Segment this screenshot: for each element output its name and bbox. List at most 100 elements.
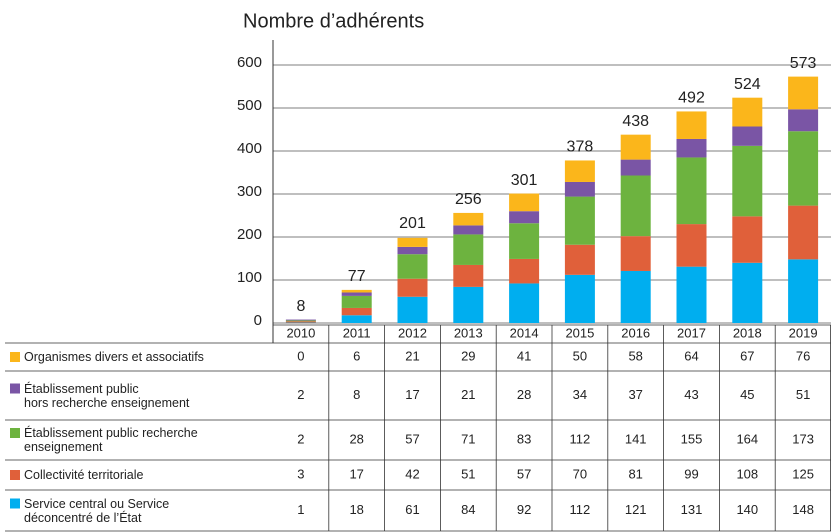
bar-segment [564,181,595,197]
legend-swatch [10,428,20,438]
table-value: 125 [792,466,814,481]
table-value: 29 [461,348,475,363]
legend-swatch [10,352,20,362]
table-value: 42 [405,466,419,481]
legend-label: Établissement public recherche enseignem… [24,426,198,454]
table-value: 83 [517,431,531,446]
table-value: 17 [349,466,363,481]
total-label: 256 [455,191,482,208]
bar-segment [397,278,428,297]
table-value: 58 [628,348,642,363]
y-tick-label: 600 [237,54,262,71]
table-value: 18 [349,502,363,517]
bar-segment [676,111,707,139]
table-value: 34 [573,387,587,402]
bar-segment [620,270,651,323]
bar-segment [564,244,595,275]
x-tick-label: 2013 [454,325,483,340]
legend-swatch [10,470,20,480]
table-value: 112 [570,502,591,517]
x-tick-label: 2014 [510,325,539,340]
bar-segment [453,212,484,226]
table-value: 108 [736,466,758,481]
table-value: 45 [740,387,754,402]
x-tick-label: 2017 [677,325,706,340]
x-tick-label: 2010 [286,325,315,340]
table-value: 17 [405,387,419,402]
total-label: 438 [622,113,649,130]
bar-segment [788,205,819,260]
total-label: 378 [567,139,594,156]
table-value: 148 [792,502,814,517]
bar-segment [397,237,428,247]
table-value: 37 [628,387,642,402]
table-value: 92 [517,502,531,517]
bar-segment [341,292,372,296]
x-tick-label: 2018 [733,325,762,340]
total-label: 492 [678,90,705,107]
y-tick-label: 500 [237,97,262,114]
table-value: 51 [461,466,475,481]
bar-segment [620,236,651,271]
bar-segment [509,211,540,224]
table-value: 6 [353,348,360,363]
bar-segment [509,283,540,323]
table-value: 1 [297,502,304,517]
bar-segment [509,258,540,284]
table-value: 131 [681,502,703,517]
y-tick-label: 200 [237,226,262,243]
bar-segment [732,216,763,263]
table-value: 61 [405,502,419,517]
bar-segment [620,175,651,237]
bar-segment [732,262,763,323]
bar-segment [676,138,707,158]
x-tick-label: 2016 [621,325,650,340]
table-value: 64 [684,348,698,363]
table-value: 164 [736,431,758,446]
total-label: 77 [348,268,366,285]
table-value: 21 [405,348,419,363]
bar-segment [341,295,372,308]
bar-segment [341,315,372,323]
bar-segment [620,134,651,160]
bar-segment [788,259,819,323]
total-label: 301 [511,172,538,189]
table-value: 21 [461,387,475,402]
legend-label: Établissement public hors recherche ense… [24,381,190,410]
bar-segment [788,109,819,132]
bar-segment [285,321,316,323]
x-tick-label: 2011 [343,325,371,340]
y-tick-label: 300 [237,183,262,200]
table-value: 0 [297,348,304,363]
table-value: 41 [517,348,531,363]
table-value: 173 [792,431,814,446]
table-value: 51 [796,387,810,402]
bar-segment [341,307,372,316]
bar-segment [676,157,707,225]
x-tick-label: 2012 [398,325,427,340]
table-value: 57 [405,431,419,446]
bar-segment [453,264,484,287]
bar-segment [285,319,316,321]
bar-segment [453,234,484,265]
bar-segment [732,126,763,146]
bar-segment [285,320,316,322]
bar-segment [509,223,540,259]
table-value: 70 [573,466,587,481]
total-label: 8 [296,298,305,315]
bar-segment [732,97,763,127]
total-label: 524 [734,76,761,93]
table-value: 76 [796,348,810,363]
y-tick-label: 0 [254,312,262,329]
bar-segment [397,246,428,255]
legend-label: Collectivité territoriale [24,468,144,482]
table-value: 2 [297,431,304,446]
table-value: 57 [517,466,531,481]
y-tick-label: 400 [237,140,262,157]
bar-segment [453,286,484,323]
x-tick-label: 2019 [789,325,818,340]
x-tick-label: 2015 [565,325,594,340]
legend-swatch [10,383,20,394]
